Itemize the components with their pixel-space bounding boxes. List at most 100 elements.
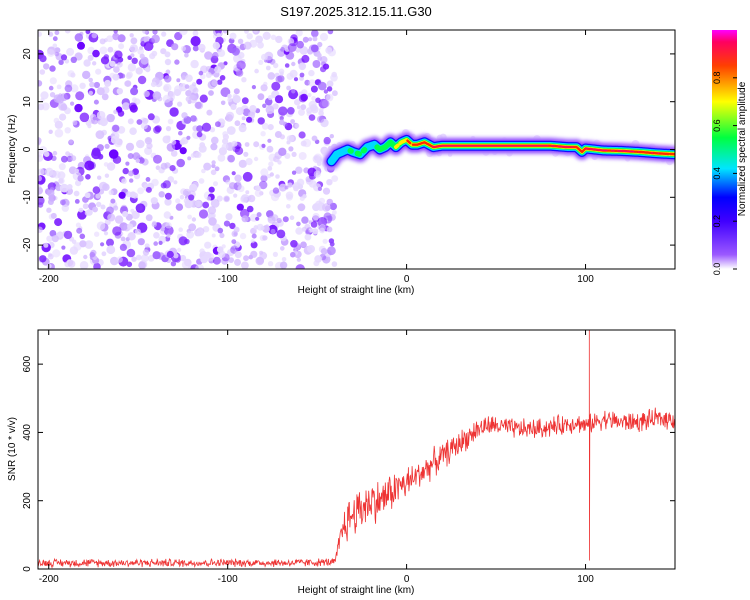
- noise-speck: [322, 187, 331, 195]
- noise-speck: [79, 112, 90, 123]
- noise-speck: [137, 238, 145, 246]
- noise-speck: [52, 249, 61, 258]
- noise-speck: [79, 261, 89, 269]
- noise-speck: [259, 250, 264, 255]
- noise-speck: [250, 250, 258, 258]
- noise-speck: [95, 130, 105, 140]
- noise-speck: [125, 73, 132, 80]
- x-tick-label: 0: [404, 574, 410, 585]
- noise-speck: [254, 189, 263, 197]
- noise-speck: [313, 170, 321, 178]
- noise-speck: [170, 261, 177, 267]
- noise-speck: [296, 221, 301, 227]
- noise-speck: [116, 61, 123, 68]
- x-tick-label: -200: [39, 574, 59, 585]
- noise-speck: [301, 89, 308, 96]
- x-tick-label: 0: [404, 274, 410, 285]
- noise-speck: [225, 111, 235, 121]
- noise-speck: [75, 180, 82, 187]
- noise-speck: [269, 172, 274, 177]
- noise-speck: [253, 30, 258, 33]
- noise-speck: [175, 203, 184, 211]
- noise-speck: [60, 54, 68, 61]
- noise-speck: [262, 225, 270, 233]
- noise-speck: [82, 70, 91, 80]
- noise-speck: [160, 227, 165, 232]
- noise-speck: [229, 32, 237, 40]
- noise-speck: [255, 185, 261, 192]
- noise-speck: [113, 66, 120, 73]
- noise-speck: [240, 195, 248, 203]
- noise-speck: [298, 131, 306, 139]
- noise-speck: [79, 82, 86, 90]
- noise-speck: [275, 174, 280, 179]
- noise-speck: [125, 161, 130, 166]
- noise-speck: [296, 182, 302, 188]
- noise-speck: [276, 217, 282, 224]
- noise-speck: [326, 226, 333, 233]
- noise-speck: [215, 121, 221, 128]
- noise-speck: [199, 94, 208, 103]
- noise-speck: [265, 65, 271, 71]
- noise-speck: [96, 110, 106, 120]
- noise-speck: [217, 79, 223, 85]
- noise-speck: [145, 186, 152, 193]
- noise-speck: [196, 78, 203, 85]
- ridge-band: [431, 145, 660, 154]
- noise-speck: [173, 88, 181, 97]
- noise-speck: [87, 54, 94, 61]
- noise-speck: [211, 160, 216, 165]
- noise-speck: [56, 231, 64, 238]
- noise-speck: [83, 254, 88, 260]
- noise-speck: [171, 139, 177, 145]
- noise-speck: [109, 60, 116, 67]
- noise-speck: [79, 233, 86, 240]
- noise-speck: [281, 257, 287, 262]
- noise-speck: [106, 35, 114, 43]
- noise-speck: [237, 38, 244, 44]
- noise-speck: [49, 65, 56, 72]
- colorbar-tick-label: 0.6: [712, 119, 722, 132]
- noise-speck: [217, 154, 226, 162]
- noise-speck: [107, 213, 116, 222]
- noise-speck: [255, 256, 265, 266]
- noise-speck: [138, 260, 148, 269]
- snr-line: [38, 330, 675, 569]
- noise-speck: [322, 238, 328, 244]
- noise-speck: [112, 226, 122, 236]
- noise-speck: [311, 96, 316, 101]
- noise-speck: [110, 135, 120, 144]
- noise-speck: [85, 174, 91, 180]
- noise-speck: [178, 227, 183, 232]
- noise-speck: [38, 80, 43, 87]
- noise-speck: [211, 80, 218, 87]
- noise-speck: [279, 261, 288, 269]
- noise-speck: [290, 240, 298, 248]
- noise-speck: [240, 208, 250, 219]
- noise-speck: [190, 36, 201, 47]
- noise-speck: [199, 248, 205, 254]
- noise-speck: [311, 135, 318, 142]
- noise-speck: [146, 142, 153, 150]
- noise-speck: [219, 232, 225, 239]
- noise-speck: [260, 168, 269, 177]
- noise-speck: [132, 152, 141, 161]
- noise-speck: [96, 201, 102, 208]
- noise-speck: [246, 33, 253, 40]
- noise-speck: [280, 47, 285, 52]
- noise-speck: [291, 170, 297, 175]
- noise-speck: [301, 54, 310, 63]
- noise-speck: [262, 31, 271, 40]
- noise-speck: [122, 211, 129, 217]
- noise-speck: [127, 118, 134, 125]
- noise-speck: [139, 53, 145, 59]
- noise-speck: [104, 143, 110, 149]
- noise-speck: [234, 258, 241, 266]
- noise-speck: [227, 93, 232, 99]
- noise-speck: [227, 97, 233, 103]
- noise-speck: [291, 151, 297, 157]
- noise-speck: [188, 223, 197, 232]
- noise-speck: [137, 187, 145, 195]
- noise-speck: [157, 96, 163, 102]
- noise-speck: [279, 134, 285, 140]
